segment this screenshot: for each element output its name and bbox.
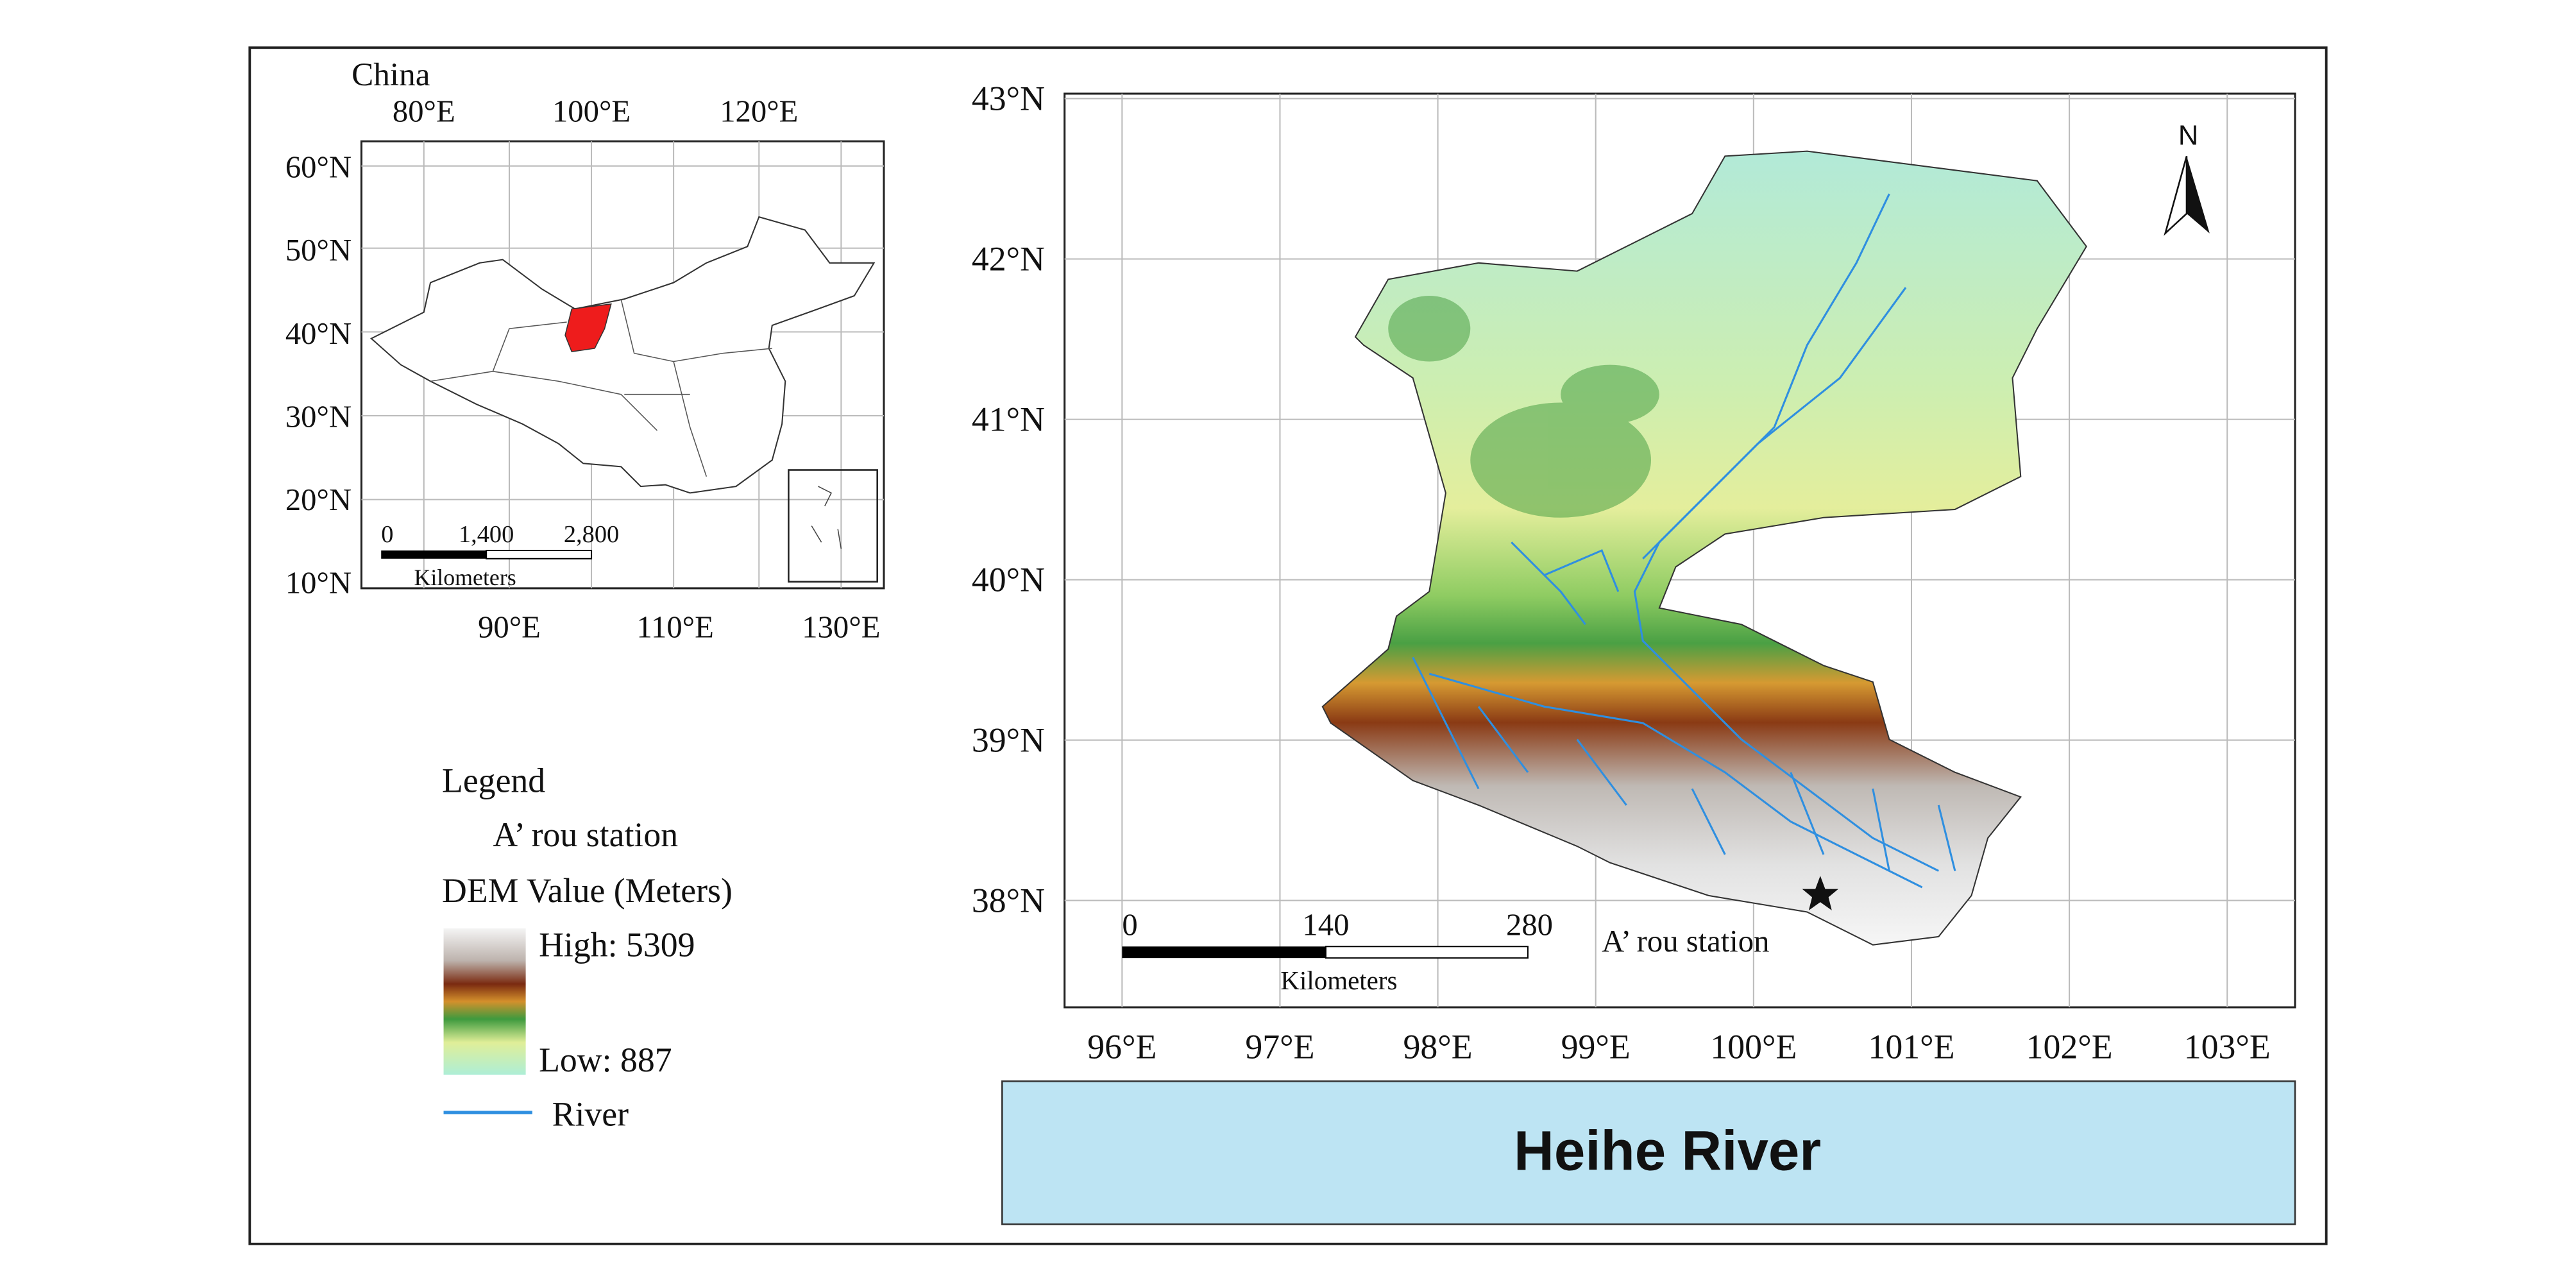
scale-bar-light: [486, 549, 593, 559]
inset-map: China Kilometers 80°E 100°E 120°E 60°N 50°N 4…: [285, 56, 885, 645]
lat-tick-label: 43°N: [972, 80, 1045, 118]
lat-tick-label: 39°N: [972, 721, 1045, 759]
main-map: A’ rou station N Kilometers 96°E 97°E 98°E…: [972, 80, 2296, 1066]
legend-dem-title: DEM Value (Meters): [442, 871, 733, 910]
rivers: [1412, 193, 1956, 889]
inset-scale-label: 2,800: [564, 521, 619, 548]
scale-bar-dark: [381, 550, 487, 559]
islands: [811, 486, 842, 549]
north-label: N: [2178, 120, 2198, 151]
inset-title: China: [352, 56, 430, 93]
lat-tick-label: 42°N: [972, 240, 1045, 278]
inset-scale-unit: Kilometers: [414, 565, 516, 590]
inset-scale-label: 1,400: [459, 521, 514, 548]
inset-top-tick: 80°E: [393, 94, 455, 129]
title-box: [1001, 1080, 2296, 1225]
lon-tick-label: 98°E: [1403, 1027, 1473, 1066]
heihe-location: [564, 303, 612, 352]
inset-scale-label: 0: [381, 521, 393, 548]
station-marker: [1802, 876, 1839, 910]
lon-tick-label: 97°E: [1245, 1027, 1314, 1066]
inset-top-tick: 120°E: [720, 94, 798, 129]
map-scale-light: [1325, 946, 1529, 959]
map-scale-label: 280: [1506, 907, 1553, 942]
lat-tick-label: 38°N: [972, 881, 1045, 919]
inset-left-tick: 30°N: [285, 399, 352, 434]
legend: Legend A’ rou station DEM Value (Meters)…: [442, 761, 733, 1133]
inset-left-tick: 20°N: [285, 482, 352, 517]
legend-station: A’ rou station: [493, 815, 678, 854]
title: Heihe River: [1514, 1120, 1821, 1182]
inset-bottom-tick: 90°E: [478, 610, 541, 645]
inset-left-tick: 50°N: [285, 233, 352, 268]
legend-river: River: [552, 1095, 629, 1133]
inset-bottom-tick: 130°E: [802, 610, 880, 645]
china-outline: [370, 216, 876, 494]
inset-left-tick: 40°N: [285, 316, 352, 351]
map-scale-label: 0: [1122, 907, 1137, 942]
lat-tick-label: 41°N: [972, 400, 1045, 439]
inset-top-tick: 100°E: [552, 94, 631, 129]
south-sea-box: [788, 469, 878, 583]
inset-left-tick: 10°N: [285, 566, 352, 601]
inset-bottom-tick: 110°E: [636, 610, 713, 645]
map-scale-unit: Kilometers: [1280, 966, 1397, 995]
lon-tick-label: 96°E: [1087, 1027, 1157, 1066]
legend-title: Legend: [442, 761, 545, 799]
terrain-patches: [1388, 296, 1659, 518]
outer-frame: [248, 46, 2328, 1245]
station-label: A’ rou station: [1602, 924, 1769, 959]
map-scale-label: 140: [1302, 907, 1349, 942]
province-lines: [430, 298, 772, 477]
legend-low: Low: 887: [539, 1041, 672, 1079]
basin: [1321, 150, 2087, 946]
lon-tick-label: 101°E: [1868, 1027, 1954, 1066]
lon-tick-label: 103°E: [2184, 1027, 2271, 1066]
lon-tick-label: 102°E: [2026, 1027, 2113, 1066]
legend-high: High: 5309: [539, 926, 695, 964]
map-scale-dark: [1122, 946, 1326, 959]
legend-ramp: [443, 928, 526, 1075]
lon-tick-label: 99°E: [1561, 1027, 1631, 1066]
lat-tick-label: 40°N: [972, 561, 1045, 599]
lon-tick-label: 100°E: [1710, 1027, 1797, 1066]
inset-left-tick: 60°N: [285, 150, 352, 185]
